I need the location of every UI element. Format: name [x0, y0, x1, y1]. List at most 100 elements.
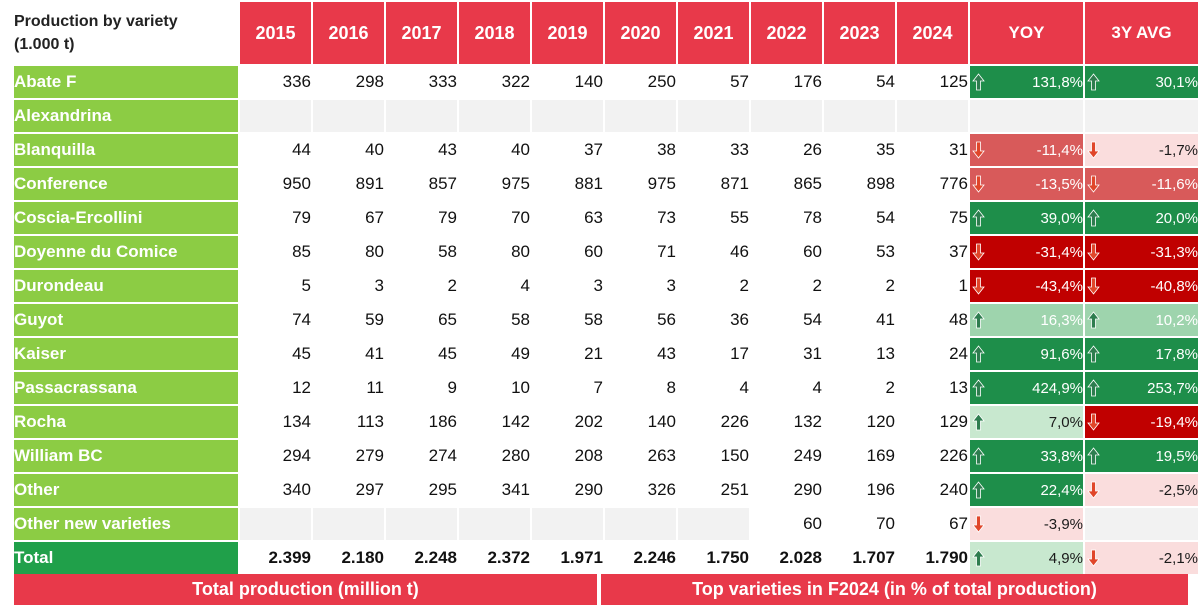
production-value: 80 — [459, 236, 530, 268]
production-value — [678, 508, 749, 540]
production-value: 290 — [532, 474, 603, 506]
table-row: Rocha 134 113 186 142 202 140 226 132 120 129 7,0% -… — [14, 406, 1198, 438]
table-row: Passacrassana 12 11 9 10 7 8 4 4 2 13 424,9% 253,7% — [14, 372, 1198, 404]
arrow-down-icon — [1087, 413, 1100, 431]
production-value: 251 — [678, 474, 749, 506]
production-value: 46 — [678, 236, 749, 268]
production-value: 298 — [313, 66, 384, 98]
production-value: 53 — [824, 236, 895, 268]
production-value: 43 — [605, 338, 676, 370]
production-value: 340 — [240, 474, 311, 506]
production-value: 290 — [751, 474, 822, 506]
production-value: 2 — [751, 270, 822, 302]
yoy-change-value: 4,9% — [1048, 549, 1083, 567]
production-value: 2 — [824, 372, 895, 404]
three-year-avg-change: -1,7% — [1085, 134, 1198, 166]
year-header: 2020 — [605, 2, 676, 64]
production-value: 43 — [386, 134, 457, 166]
variety-label: Blanquilla — [14, 134, 238, 166]
year-header: 2023 — [824, 2, 895, 64]
production-value: 169 — [824, 440, 895, 472]
production-value — [605, 100, 676, 132]
production-value: 226 — [897, 440, 968, 472]
production-value: 1.707 — [824, 542, 895, 574]
variety-label: William BC — [14, 440, 238, 472]
production-value: 150 — [678, 440, 749, 472]
three-year-avg-change: -11,6% — [1085, 168, 1198, 200]
yoy-change: -13,5% — [970, 168, 1083, 200]
arrow-up-icon — [972, 481, 985, 499]
production-value: 8 — [605, 372, 676, 404]
arrow-up-icon — [1087, 209, 1100, 227]
table-title-line2: (1.000 t) — [14, 36, 75, 53]
production-value: 13 — [897, 372, 968, 404]
production-value: 78 — [751, 202, 822, 234]
production-value: 60 — [751, 508, 822, 540]
production-value: 55 — [678, 202, 749, 234]
yoy-change: -43,4% — [970, 270, 1083, 302]
production-value: 2.248 — [386, 542, 457, 574]
three-year-avg-change-value: -11,6% — [1151, 175, 1198, 193]
production-value: 79 — [240, 202, 311, 234]
production-value: 2 — [386, 270, 457, 302]
yoy-change-value: 424,9% — [1032, 379, 1083, 397]
arrow-down-icon — [972, 175, 985, 193]
production-value: 4 — [678, 372, 749, 404]
production-value: 129 — [897, 406, 968, 438]
production-value: 37 — [897, 236, 968, 268]
variety-label: Alexandrina — [14, 100, 238, 132]
production-value: 17 — [678, 338, 749, 370]
production-value: 176 — [751, 66, 822, 98]
arrow-down-icon — [1087, 141, 1100, 159]
production-value: 9 — [386, 372, 457, 404]
table-row: Guyot 74 59 65 58 58 56 36 54 41 48 16,3% 10,2% — [14, 304, 1198, 336]
arrow-up-icon — [972, 447, 985, 465]
table-row: William BC 294 279 274 280 208 263 150 249 169 226… — [14, 440, 1198, 472]
three-year-avg-change: 19,5% — [1085, 440, 1198, 472]
production-value: 2 — [824, 270, 895, 302]
three-year-avg-change — [1085, 100, 1198, 132]
three-year-avg-change: -2,1% — [1085, 542, 1198, 574]
production-value — [678, 100, 749, 132]
production-value: 58 — [386, 236, 457, 268]
three-year-avg-change: -19,4% — [1085, 406, 1198, 438]
arrow-down-icon — [1087, 549, 1100, 567]
production-value: 898 — [824, 168, 895, 200]
production-value: 1 — [897, 270, 968, 302]
three-year-avg-change-value: -1,7% — [1158, 141, 1198, 159]
production-value: 333 — [386, 66, 457, 98]
table-row: Conference 950 891 857 975 881 975 871 865 898 776… — [14, 168, 1198, 200]
production-value: 40 — [313, 134, 384, 166]
variety-label: Other — [14, 474, 238, 506]
production-value: 12 — [240, 372, 311, 404]
production-value: 891 — [313, 168, 384, 200]
three-year-avg-header: 3Y AVG — [1085, 2, 1198, 64]
production-value: 134 — [240, 406, 311, 438]
production-value: 67 — [897, 508, 968, 540]
yoy-change: 131,8% — [970, 66, 1083, 98]
arrow-up-icon — [1087, 345, 1100, 363]
production-value: 70 — [459, 202, 530, 234]
three-year-avg-change: 17,8% — [1085, 338, 1198, 370]
three-year-avg-change: 30,1% — [1085, 66, 1198, 98]
production-value: 73 — [605, 202, 676, 234]
year-header: 2018 — [459, 2, 530, 64]
variety-label: Total — [14, 542, 238, 574]
production-value: 1.750 — [678, 542, 749, 574]
production-value: 80 — [313, 236, 384, 268]
yoy-change: 16,3% — [970, 304, 1083, 336]
table-row: Alexandrina — [14, 100, 1198, 132]
yoy-change-value: 7,0% — [1048, 413, 1083, 431]
yoy-header: YOY — [970, 2, 1083, 64]
table-body: Abate F 336 298 333 322 140 250 57 176 54 125 131,8… — [14, 66, 1198, 574]
production-value: 140 — [532, 66, 603, 98]
yoy-change: -3,9% — [970, 508, 1083, 540]
production-value: 975 — [459, 168, 530, 200]
three-year-avg-change-value: -19,4% — [1150, 413, 1198, 431]
production-value: 5 — [240, 270, 311, 302]
production-value: 74 — [240, 304, 311, 336]
production-value: 41 — [313, 338, 384, 370]
production-value: 60 — [532, 236, 603, 268]
production-value: 975 — [605, 168, 676, 200]
production-value: 45 — [240, 338, 311, 370]
